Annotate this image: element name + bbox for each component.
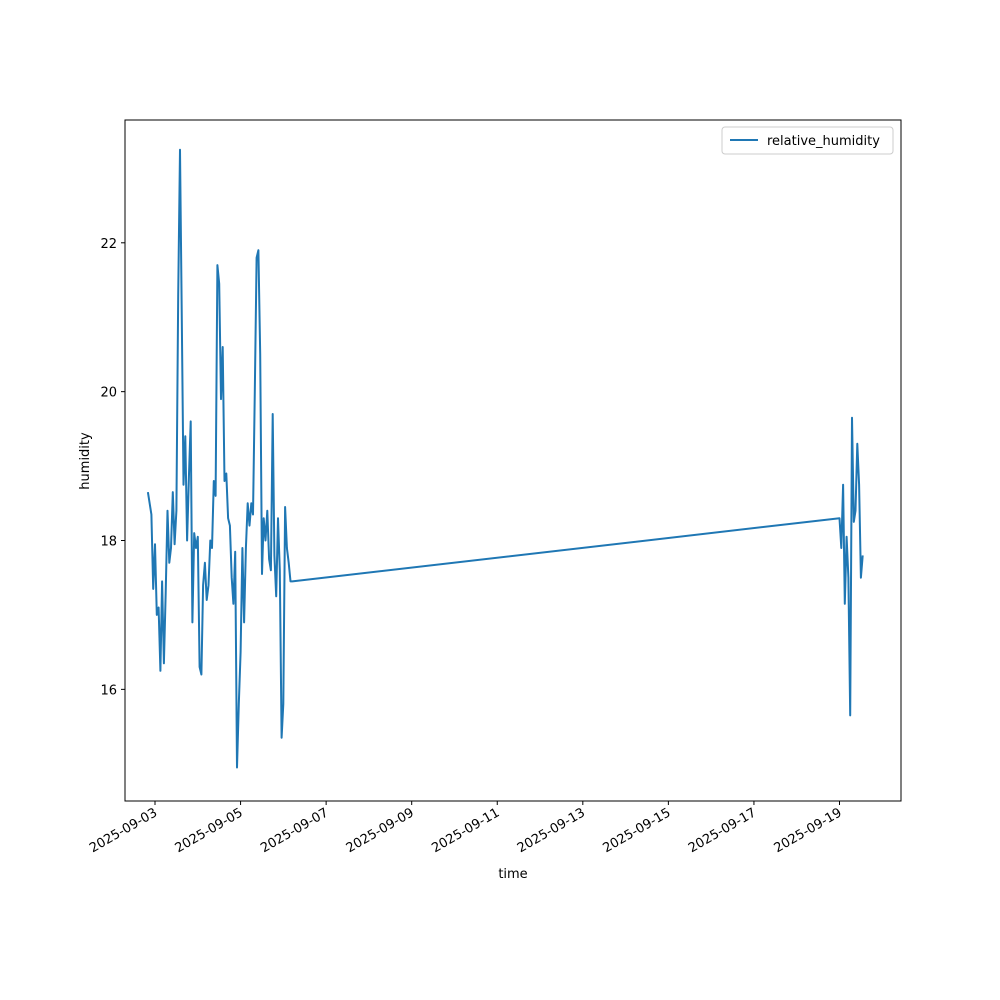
- x-axis-label: time: [498, 867, 527, 882]
- series-line-relative_humidity: [146, 148, 864, 769]
- plot-frame: [124, 119, 902, 802]
- legend-box: [721, 126, 894, 155]
- series-layer: [146, 148, 864, 769]
- y-axis-label: humidity: [78, 432, 93, 490]
- y-axis-ticks: 16 18 20 22: [100, 237, 125, 698]
- legend: relative_humidity: [721, 126, 894, 155]
- y-tick-label: 22: [100, 237, 117, 252]
- y-tick-label: 20: [100, 386, 117, 401]
- y-tick-label: 16: [100, 683, 117, 698]
- legend-label: relative_humidity: [767, 134, 880, 149]
- y-tick-label: 18: [100, 535, 117, 550]
